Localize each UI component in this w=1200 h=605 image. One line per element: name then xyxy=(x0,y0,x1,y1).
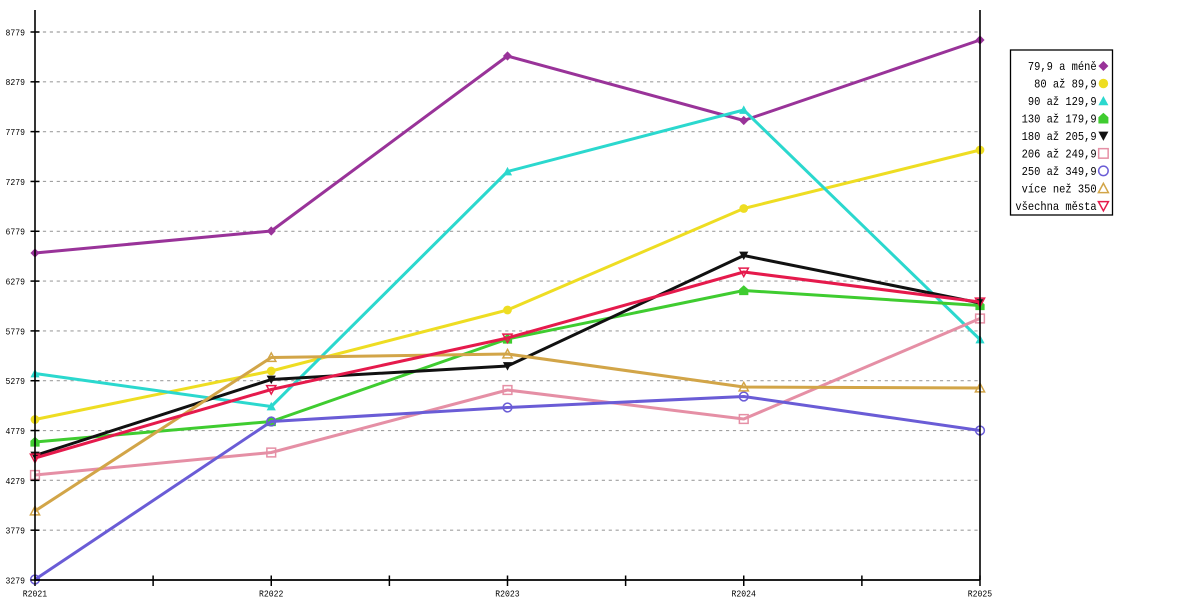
svg-text:6279: 6279 xyxy=(6,276,26,287)
svg-text:206 až 249,9: 206 až 249,9 xyxy=(1022,148,1097,162)
svg-text:3779: 3779 xyxy=(6,526,26,537)
svg-text:8779: 8779 xyxy=(6,27,26,38)
svg-text:R2022: R2022 xyxy=(259,589,284,600)
svg-text:8279: 8279 xyxy=(6,77,26,88)
svg-text:5779: 5779 xyxy=(6,326,26,337)
svg-text:7779: 7779 xyxy=(6,127,26,138)
svg-text:4279: 4279 xyxy=(6,476,26,487)
svg-text:všechna města: všechna města xyxy=(1015,200,1096,214)
svg-text:180 až 205,9: 180 až 205,9 xyxy=(1022,130,1097,144)
svg-text:5279: 5279 xyxy=(6,376,26,387)
svg-text:4779: 4779 xyxy=(6,426,26,437)
svg-text:R2025: R2025 xyxy=(968,589,993,600)
svg-text:R2021: R2021 xyxy=(23,589,48,600)
svg-text:R2023: R2023 xyxy=(495,589,520,600)
svg-text:R2024: R2024 xyxy=(732,589,757,600)
svg-text:250 až 349,9: 250 až 349,9 xyxy=(1022,165,1097,179)
svg-text:6779: 6779 xyxy=(6,227,26,238)
svg-text:3279: 3279 xyxy=(6,575,26,586)
svg-text:80 až 89,9: 80 až 89,9 xyxy=(1034,78,1097,92)
svg-text:7279: 7279 xyxy=(6,177,26,188)
svg-text:79,9 a méně: 79,9 a méně xyxy=(1028,60,1097,74)
svg-text:více než 350: více než 350 xyxy=(1022,183,1097,197)
svg-text:130 až 179,9: 130 až 179,9 xyxy=(1022,113,1097,127)
svg-text:90 až 129,9: 90 až 129,9 xyxy=(1028,95,1097,109)
